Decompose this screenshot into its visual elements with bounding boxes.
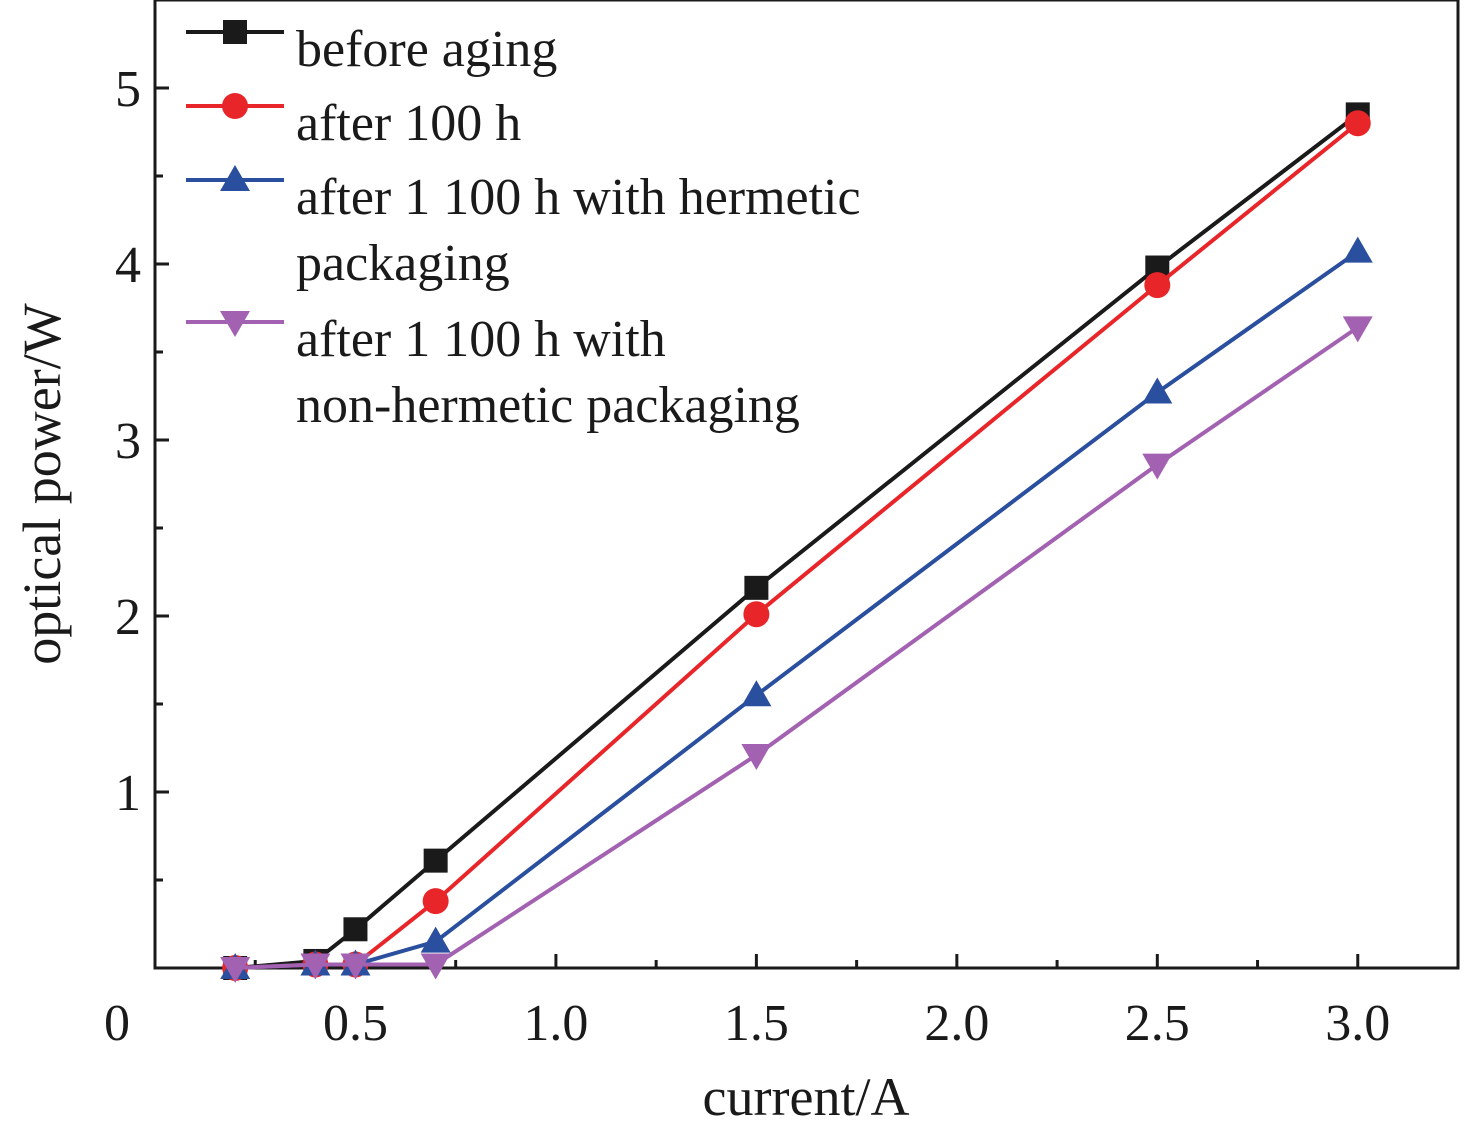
triangle-down-marker: 0.4, 0.02 bbox=[300, 953, 331, 980]
legend-label: packaging bbox=[296, 235, 510, 292]
square-marker: 0.5, 0.22 bbox=[343, 917, 368, 942]
y-axis-title: optical power/W bbox=[12, 303, 72, 664]
y-tick-label: 5 bbox=[115, 61, 141, 118]
legend-label: after 1 100 h with hermetic bbox=[296, 169, 861, 226]
x-tick-label: 3.0 bbox=[1325, 995, 1390, 1052]
x-axis-title: current/A bbox=[703, 1067, 910, 1127]
circle-marker: 3, 4.8 bbox=[1344, 110, 1371, 137]
x-tick-label: 0.5 bbox=[323, 995, 388, 1052]
circle-marker: 1.5, 2.01 bbox=[743, 601, 770, 628]
x-axis-ticks: 0.5 1.0 1.5 2.0 2.5 3.0 bbox=[253, 954, 1390, 1052]
y-tick-label: 2 bbox=[115, 589, 141, 646]
circle-marker: 2.5, 3.88 bbox=[1144, 272, 1171, 299]
series-layer: 0.2, 00.4, 0.040.5, 0.220.7, 0.611.5, 2.… bbox=[220, 102, 1373, 983]
y-tick-label: 4 bbox=[115, 237, 141, 294]
origin-tick-label: 0 bbox=[104, 995, 130, 1052]
legend-label: before aging bbox=[296, 21, 557, 78]
y-tick-label: 1 bbox=[115, 765, 141, 822]
triangle-down-marker bbox=[220, 311, 250, 337]
triangle-up-marker: 0.7, 0.15 bbox=[420, 926, 451, 953]
triangle-down-marker: 0.7, 0.02 bbox=[420, 953, 451, 980]
legend-label: after 100 h bbox=[296, 95, 521, 152]
x-tick-label: 1.0 bbox=[523, 995, 588, 1052]
square-marker: 1.5, 2.16 bbox=[744, 575, 769, 600]
triangle-up-marker: 3, 4.07 bbox=[1342, 236, 1373, 263]
series-3: 0.2, 0 0.4, 0.02 0.5, 0.02 0.7, 0.02 1.5, 1.… bbox=[220, 316, 1373, 983]
triangle-down-marker: 0.2, 0 bbox=[220, 957, 251, 983]
triangle-down-marker: 3, 3.64 bbox=[1342, 316, 1373, 343]
triangle-down-marker: 0.5, 0.02 bbox=[340, 953, 371, 980]
triangle-down-marker: 2.5, 2.86 bbox=[1142, 453, 1173, 480]
y-tick-label: 3 bbox=[115, 413, 141, 470]
x-tick-label: 2.0 bbox=[924, 995, 989, 1052]
circle-marker bbox=[222, 93, 248, 119]
legend-label: non-hermetic packaging bbox=[296, 377, 800, 434]
legend: before aging after 100 h after 1 100 h wit… bbox=[186, 20, 861, 434]
y-axis-ticks: 1 2 3 4 5 bbox=[115, 61, 169, 882]
circle-marker: 0.7, 0.38 bbox=[422, 888, 449, 915]
legend-label: after 1 100 h with bbox=[296, 311, 666, 368]
square-marker bbox=[223, 20, 247, 44]
square-marker: 0.7, 0.61 bbox=[423, 848, 448, 873]
triangle-up-marker bbox=[220, 165, 250, 191]
x-tick-label: 1.5 bbox=[724, 995, 789, 1052]
triangle-up-marker: 2.5, 3.27 bbox=[1142, 377, 1173, 404]
triangle-up-marker: 1.5, 1.55 bbox=[741, 680, 772, 707]
plot-frame bbox=[153, 0, 1460, 970]
triangle-down-marker: 1.5, 1.21 bbox=[741, 744, 772, 771]
x-tick-label: 2.5 bbox=[1125, 995, 1190, 1052]
